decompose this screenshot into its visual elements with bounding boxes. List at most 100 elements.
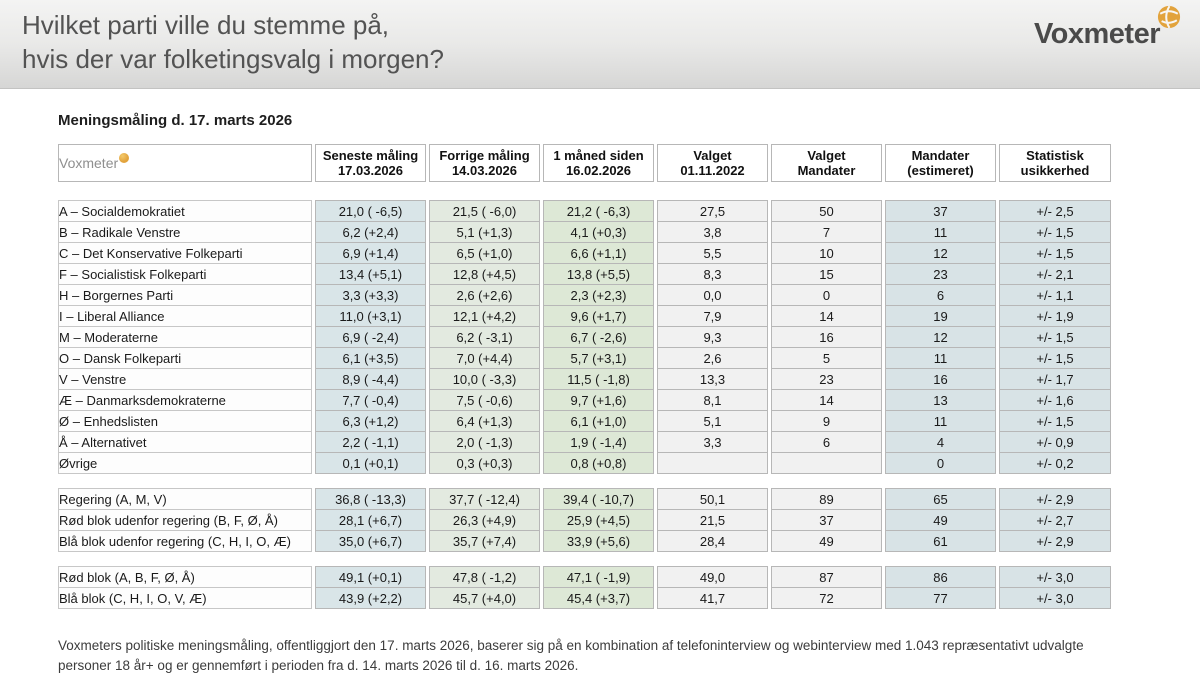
cell: 6,9 (+1,4) — [315, 242, 426, 264]
cell: 72 — [771, 587, 882, 609]
section-gap-cell — [59, 552, 1111, 567]
cell: 6,1 (+3,5) — [315, 347, 426, 369]
cell: 6,6 (+1,1) — [543, 242, 654, 264]
cell: 11 — [885, 347, 996, 369]
section-gap-row — [59, 474, 1111, 489]
cell: 77 — [885, 587, 996, 609]
column-header-line2: 14.03.2026 — [451, 163, 518, 178]
row-label: V – Venstre — [58, 368, 312, 390]
cell: +/- 2,5 — [999, 200, 1111, 222]
poll-table: Voxmeter Seneste måling 17.03.2026 Forrige … — [58, 144, 1111, 609]
cell: 8,1 — [657, 389, 768, 411]
cell: 12,8 (+4,5) — [429, 263, 540, 285]
cell: 6,5 (+1,0) — [429, 242, 540, 264]
cell: 65 — [885, 488, 996, 510]
table-row: V – Venstre 8,9 ( -4,4) 10,0 ( -3,3) 11,5 (… — [58, 368, 1111, 390]
cell: 6,9 ( -2,4) — [315, 326, 426, 348]
table-row: Ø – Enhedslisten 6,3 (+1,2) 6,4 (+1,3) 6,1 … — [58, 410, 1111, 432]
cell: 28,4 — [657, 530, 768, 552]
cell: 7 — [771, 221, 882, 243]
cell: +/- 2,1 — [999, 263, 1111, 285]
column-header: Forrige måling 14.03.2026 — [429, 144, 540, 182]
cell: 86 — [885, 566, 996, 588]
cell: 6,1 (+1,0) — [543, 410, 654, 432]
table-row: H – Borgernes Parti 3,3 (+3,3) 2,6 (+2,6) 2… — [58, 284, 1111, 306]
cell: 36,8 ( -13,3) — [315, 488, 426, 510]
cell: 43,9 (+2,2) — [315, 587, 426, 609]
column-header: 1 måned siden 16.02.2026 — [543, 144, 654, 182]
table-row: Å – Alternativet 2,2 ( -1,1) 2,0 ( -1,3) 1,… — [58, 431, 1111, 453]
cell: 9,6 (+1,7) — [543, 305, 654, 327]
cell: 5,5 — [657, 242, 768, 264]
cell: +/- 0,9 — [999, 431, 1111, 453]
table-row: M – Moderaterne 6,9 ( -2,4) 6,2 ( -3,1) 6,7… — [58, 326, 1111, 348]
cell: +/- 0,2 — [999, 452, 1111, 474]
column-header-line2: 01.11.2022 — [680, 163, 745, 178]
row-label: F – Socialistisk Folkeparti — [58, 263, 312, 285]
cell: 14 — [771, 389, 882, 411]
cell: 5,1 — [657, 410, 768, 432]
header-banner: Hvilket parti ville du stemme på, hvis d… — [0, 0, 1200, 89]
row-label: A – Socialdemokratiet — [58, 200, 312, 222]
cell: 11 — [885, 410, 996, 432]
cell: 50 — [771, 200, 882, 222]
row-label: Rød blok udenfor regering (B, F, Ø, Å) — [58, 509, 312, 531]
cell: 12 — [885, 242, 996, 264]
page-title-line1: Hvilket parti ville du stemme på, — [22, 10, 390, 40]
cell: 21,2 ( -6,3) — [543, 200, 654, 222]
voxmeter-logo-text: Voxmeter — [1033, 18, 1161, 50]
cell: 21,5 ( -6,0) — [429, 200, 540, 222]
cell: 37,7 ( -12,4) — [429, 488, 540, 510]
cell: 16 — [771, 326, 882, 348]
cell: 21,0 ( -6,5) — [315, 200, 426, 222]
column-header: Valget 01.11.2022 — [657, 144, 768, 182]
table-row: Æ – Danmarksdemokraterne 7,7 ( -0,4) 7,5 (… — [58, 389, 1111, 411]
cell: 2,2 ( -1,1) — [315, 431, 426, 453]
cell: 41,7 — [657, 587, 768, 609]
cell: 3,8 — [657, 221, 768, 243]
cell: 0,0 — [657, 284, 768, 306]
table-brand-text: Voxmeter — [59, 155, 119, 171]
globe-icon — [119, 153, 130, 163]
page-title: Hvilket parti ville du stemme på, hvis d… — [0, 0, 1200, 76]
cell: 9 — [771, 410, 882, 432]
cell: 6,7 ( -2,6) — [543, 326, 654, 348]
column-header-line2: 17.03.2026 — [337, 163, 404, 178]
cell: 11,0 (+3,1) — [315, 305, 426, 327]
cell: 47,1 ( -1,9) — [543, 566, 654, 588]
cell: 6,4 (+1,3) — [429, 410, 540, 432]
cell: 50,1 — [657, 488, 768, 510]
row-label: C – Det Konservative Folkeparti — [58, 242, 312, 264]
cell: 45,7 (+4,0) — [429, 587, 540, 609]
column-header-line1: Valget — [693, 148, 732, 163]
cell: 4 — [885, 431, 996, 453]
cell: 37 — [771, 509, 882, 531]
table-row: C – Det Konservative Folkeparti 6,9 (+1,4… — [58, 242, 1111, 264]
cell: +/- 1,5 — [999, 242, 1111, 264]
cell: 47,8 ( -1,2) — [429, 566, 540, 588]
cell: 0,8 (+0,8) — [543, 452, 654, 474]
row-label: Å – Alternativet — [58, 431, 312, 453]
cell: 6 — [885, 284, 996, 306]
table-row: Blå blok udenfor regering (C, H, I, O, Æ… — [58, 530, 1111, 552]
table-row: Rød blok (A, B, F, Ø, Å) 49,1 (+0,1) 47,8 … — [58, 566, 1111, 588]
methodology-note: Voxmeters politiske meningsmåling, offen… — [58, 638, 1084, 674]
section-gap-cell — [59, 474, 1111, 489]
column-header-line1: Statistisk — [1026, 148, 1084, 163]
cell: 5 — [771, 347, 882, 369]
cell: 7,5 ( -0,6) — [429, 389, 540, 411]
cell: 16 — [885, 368, 996, 390]
cell: 4,1 (+0,3) — [543, 221, 654, 243]
cell: 11 — [885, 221, 996, 243]
column-header-line2: 16.02.2026 — [565, 163, 632, 178]
cell: 7,7 ( -0,4) — [315, 389, 426, 411]
cell: 13 — [885, 389, 996, 411]
cell: 0,3 (+0,3) — [429, 452, 540, 474]
cell: 35,0 (+6,7) — [315, 530, 426, 552]
cell: 2,0 ( -1,3) — [429, 431, 540, 453]
cell: 2,3 (+2,3) — [543, 284, 654, 306]
section-gap-row — [59, 552, 1111, 567]
table-brand-cell: Voxmeter — [58, 144, 312, 182]
row-label: Ø – Enhedslisten — [58, 410, 312, 432]
cell: 0,1 (+0,1) — [315, 452, 426, 474]
